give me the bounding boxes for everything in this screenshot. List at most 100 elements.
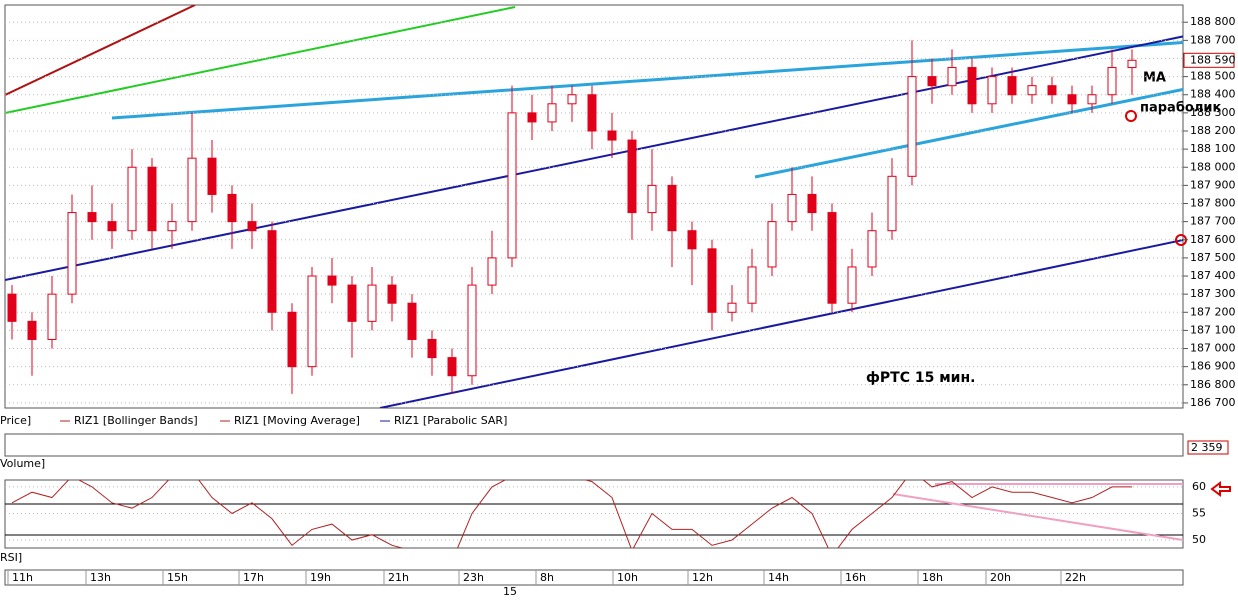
rsi <box>11 480 1132 548</box>
x-tick-label: 23h <box>463 571 484 584</box>
candle-body <box>947 67 957 87</box>
x-tick-label: 18h <box>922 571 943 584</box>
y-tick-label: 60 <box>1192 480 1206 493</box>
candle-body <box>447 357 457 377</box>
candle-body <box>287 311 297 368</box>
volume-box <box>1187 440 1229 455</box>
candle-body <box>67 212 77 295</box>
y-tick-label: 187 900 <box>1190 178 1236 191</box>
candle-body <box>1067 94 1077 105</box>
candle-body <box>1027 85 1037 96</box>
candle-body <box>547 103 557 123</box>
y-tick-label: 188 200 <box>1190 124 1236 137</box>
y-tick-label: 186 700 <box>1190 396 1236 409</box>
price-label: 188 590 <box>1190 53 1236 66</box>
candle-body <box>567 94 577 105</box>
x-tick-label: 10h <box>617 571 638 584</box>
candle-body <box>367 284 377 322</box>
candle-body <box>727 302 737 313</box>
candle-body <box>767 221 777 268</box>
y-tick-label: 187 600 <box>1190 233 1236 246</box>
y-tick-label: 188 800 <box>1190 15 1236 28</box>
y-tick-label: 188 500 <box>1190 70 1236 83</box>
candle-body <box>247 221 257 232</box>
candle-body <box>27 320 37 340</box>
x-tick-label: 17h <box>243 571 264 584</box>
candle-body <box>307 275 317 368</box>
panel-label: Price] <box>0 414 31 427</box>
candle-body <box>47 293 57 340</box>
candle-body <box>967 67 977 105</box>
y-tick-label: 187 300 <box>1190 287 1236 300</box>
y-tick-label: 188 000 <box>1190 160 1236 173</box>
y-tick-label: 187 000 <box>1190 342 1236 355</box>
panel-label: RSI] <box>0 551 22 564</box>
rsi-panel <box>4 479 1184 549</box>
candle-body <box>487 257 497 286</box>
legend-label: RIZ1 [Bollinger Bands] <box>74 414 198 427</box>
price-box <box>1183 52 1235 68</box>
y-tick-label: 187 700 <box>1190 215 1236 228</box>
candle-body <box>1007 76 1017 96</box>
candle-body <box>7 293 17 322</box>
candle-body <box>187 157 197 223</box>
trend-line <box>111 40 1183 120</box>
candle-body <box>467 284 477 377</box>
rsi-trend <box>892 493 1184 541</box>
volume-label: 2 359 <box>1191 441 1223 454</box>
candle-body <box>987 76 997 105</box>
legend-label: RIZ1 [Parabolic SAR] <box>394 414 507 427</box>
annotation: MA <box>1143 71 1166 86</box>
x-tick-label: 13h <box>90 571 111 584</box>
candle-body <box>667 184 677 232</box>
candle-body <box>867 230 877 268</box>
candle-body <box>1107 67 1117 96</box>
candle-body <box>907 76 917 177</box>
candle-body <box>267 230 277 313</box>
y-tick-label: 188 700 <box>1190 33 1236 46</box>
candle-body <box>687 230 697 250</box>
trend-line <box>5 5 196 96</box>
candle-body <box>587 94 597 132</box>
x-tick-label: 21h <box>388 571 409 584</box>
legend-label: RIZ1 [Moving Average] <box>234 414 360 427</box>
y-tick-label: 188 400 <box>1190 88 1236 101</box>
x-tick-label: 19h <box>310 571 331 584</box>
candle-body <box>147 166 157 232</box>
candle-body <box>527 112 537 123</box>
candle-body <box>887 175 897 232</box>
candle-body <box>707 248 717 313</box>
candle-body <box>847 266 857 304</box>
candle-body <box>827 212 837 304</box>
y-tick-label: 188 300 <box>1190 106 1236 119</box>
rsi-line <box>11 480 1132 548</box>
x-tick-label: 12h <box>692 571 713 584</box>
candle-body <box>807 193 817 214</box>
y-tick-label: 188 100 <box>1190 142 1236 155</box>
candle-body <box>127 166 137 232</box>
x-tick-label: 14h <box>768 571 789 584</box>
annotation: параболик <box>1140 101 1221 116</box>
candle-body <box>427 338 437 359</box>
candle-body <box>647 184 657 214</box>
candle-body <box>627 139 637 214</box>
date-label: 15 <box>503 585 517 598</box>
candle-body <box>407 302 417 340</box>
y-tick-label: 187 200 <box>1190 305 1236 318</box>
candle-body <box>107 221 117 232</box>
y-tick-label: 186 800 <box>1190 378 1236 391</box>
candle-body <box>387 284 397 304</box>
y-tick-label: 187 500 <box>1190 251 1236 264</box>
chart-title: фРТС 15 мин. <box>866 370 975 386</box>
candle-body <box>1127 59 1137 69</box>
y-tick-label: 50 <box>1192 533 1206 546</box>
x-tick-label: 16h <box>845 571 866 584</box>
candle-body <box>327 275 337 286</box>
candle-body <box>607 130 617 141</box>
arrow <box>1210 481 1231 497</box>
x-tick-label: 11h <box>12 571 33 584</box>
candle-body <box>347 284 357 322</box>
candle-body <box>227 193 237 223</box>
y-tick-label: 187 800 <box>1190 197 1236 210</box>
